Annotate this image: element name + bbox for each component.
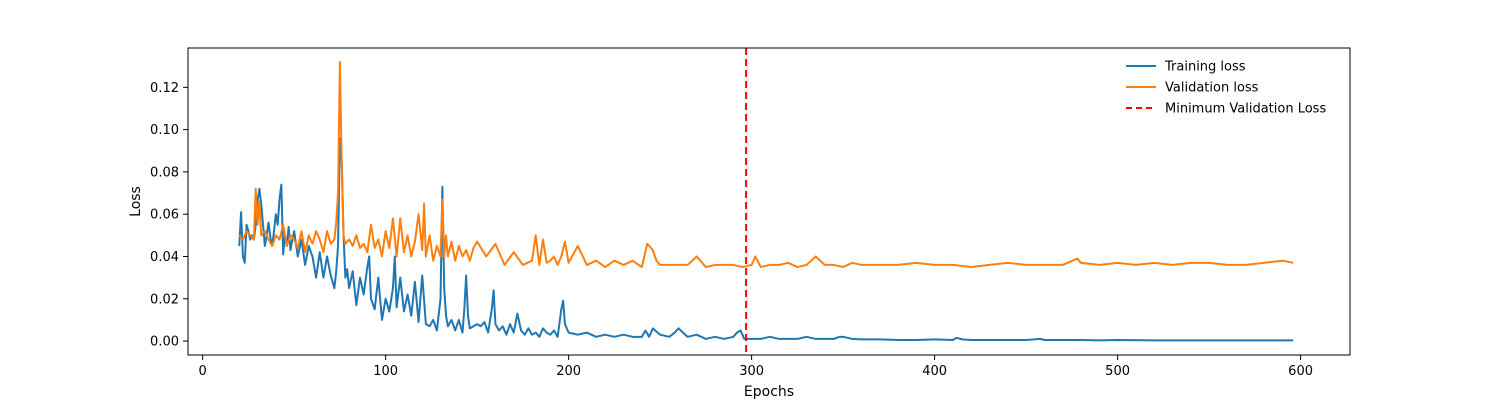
y-tick-label: 0.04 xyxy=(150,250,179,265)
legend: Training loss Validation loss Minimum Vali… xyxy=(1126,60,1326,117)
series-line-validation-loss xyxy=(238,60,1294,269)
plot-frame xyxy=(187,47,1351,356)
legend-label: Validation loss xyxy=(1165,81,1259,96)
y-tick-label: 0.00 xyxy=(150,335,179,350)
x-tick-label: 0 xyxy=(198,364,206,379)
y-tick-label: 0.06 xyxy=(150,208,179,223)
y-tick-label: 0.02 xyxy=(150,292,179,307)
x-tick-label: 500 xyxy=(1105,364,1130,379)
x-tick-label: 300 xyxy=(739,364,764,379)
y-axis-label: Loss xyxy=(128,186,144,217)
x-tick-label: 400 xyxy=(922,364,947,379)
y-tick-label: 0.10 xyxy=(150,123,179,138)
x-tick-label: 600 xyxy=(1288,364,1313,379)
y-tick-label: 0.12 xyxy=(150,81,179,96)
legend-label: Minimum Validation Loss xyxy=(1165,102,1326,117)
x-axis-label: Epochs xyxy=(744,384,794,400)
y-tick-label: 0.08 xyxy=(150,165,179,180)
plot-lines xyxy=(238,48,1294,355)
x-axis: 0 100 200 300 400 500 600 xyxy=(198,355,1313,379)
y-axis: 0.00 0.02 0.04 0.06 0.08 0.10 0.12 xyxy=(150,81,188,350)
x-tick-label: 200 xyxy=(556,364,581,379)
legend-label: Training loss xyxy=(1164,60,1246,75)
series-line-training-loss xyxy=(238,137,1294,342)
x-tick-label: 100 xyxy=(373,364,398,379)
